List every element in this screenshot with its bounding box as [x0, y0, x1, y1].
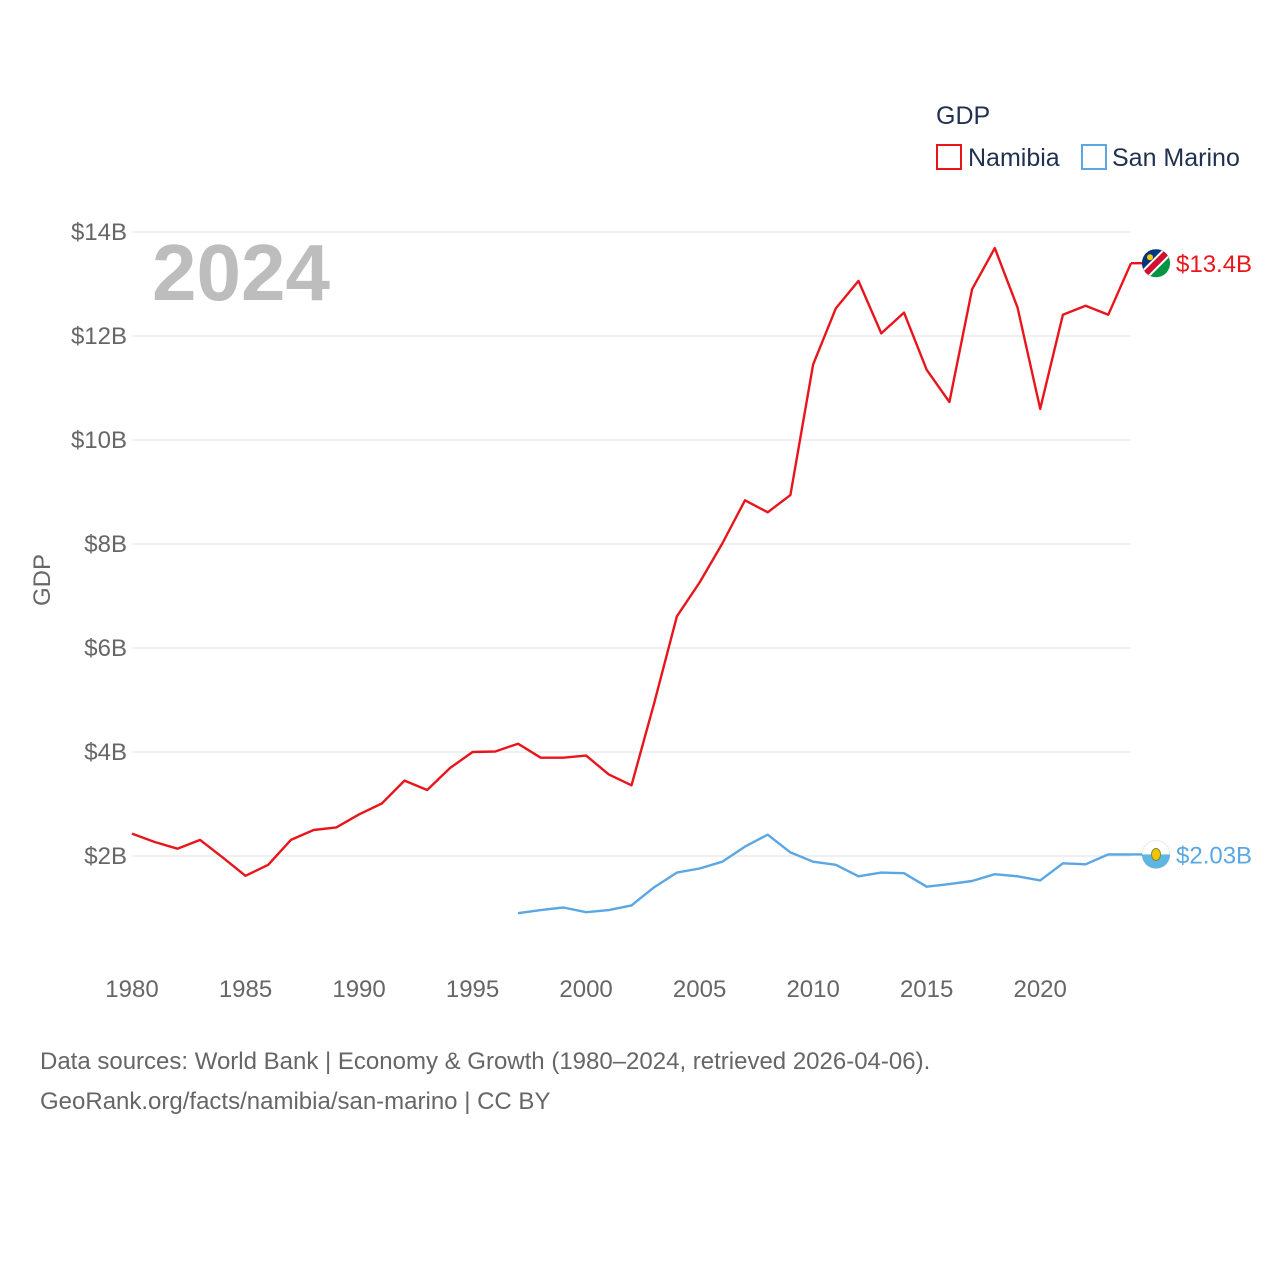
legend-swatch-namibia [936, 144, 962, 170]
x-tick-label: 1990 [332, 976, 385, 1003]
y-tick-label: $14B [71, 219, 127, 246]
source-line-2: GeoRank.org/facts/namibia/san-marino | C… [40, 1088, 551, 1115]
data-source-note: Data sources: World Bank | Economy & Gro… [40, 1042, 930, 1122]
y-axis-ticks: $2B $4B $6B $8B $10B $12B $14B [71, 219, 127, 870]
x-tick-label: 1980 [105, 976, 158, 1003]
y-tick-label: $12B [71, 323, 127, 350]
y-tick-label: $10B [71, 427, 127, 454]
legend[interactable]: GDP Namibia San Marino [936, 102, 1240, 172]
legend-item-san-marino[interactable]: San Marino [1081, 144, 1240, 172]
y-tick-label: $8B [84, 531, 127, 558]
x-tick-label: 1995 [446, 976, 499, 1003]
x-axis-ticks: 1980 1985 1990 1995 2000 2005 2010 2015 2020 [105, 976, 1067, 1003]
series-line-namibia [131, 246, 1133, 877]
gdp-line-chart: $2B $4B $6B $8B $10B $12B $14B 1980 1985 1990 199… [29, 102, 1252, 1003]
legend-item-namibia[interactable]: Namibia [936, 144, 1060, 172]
x-tick-label: 2005 [673, 976, 726, 1003]
y-axis-title: GDP [29, 554, 56, 606]
x-tick-label: 2000 [559, 976, 612, 1003]
y-tick-label: $6B [84, 635, 127, 662]
year-watermark: 2024 [152, 228, 330, 317]
legend-swatch-san-marino [1081, 144, 1107, 170]
legend-title: GDP [936, 102, 990, 130]
series-lines [131, 246, 1133, 915]
san-marino-flag-icon [1141, 839, 1171, 869]
grid [132, 231, 1131, 857]
series-end-labels: $13.4B $2.03B [1131, 248, 1252, 869]
series-line-san-marino [517, 833, 1131, 915]
y-tick-label: $2B [84, 843, 127, 870]
end-value-label-namibia: $13.4B [1176, 251, 1252, 278]
end-value-label-san-marino: $2.03B [1176, 842, 1252, 869]
legend-label-namibia: Namibia [968, 144, 1060, 172]
namibia-flag-icon [1141, 248, 1171, 278]
legend-label-san-marino: San Marino [1112, 144, 1240, 172]
y-tick-label: $4B [84, 739, 127, 766]
source-line-1: Data sources: World Bank | Economy & Gro… [40, 1048, 931, 1075]
x-tick-label: 2015 [900, 976, 953, 1003]
x-tick-label: 2020 [1013, 976, 1066, 1003]
x-tick-label: 1985 [219, 976, 272, 1003]
x-tick-label: 2010 [786, 976, 839, 1003]
